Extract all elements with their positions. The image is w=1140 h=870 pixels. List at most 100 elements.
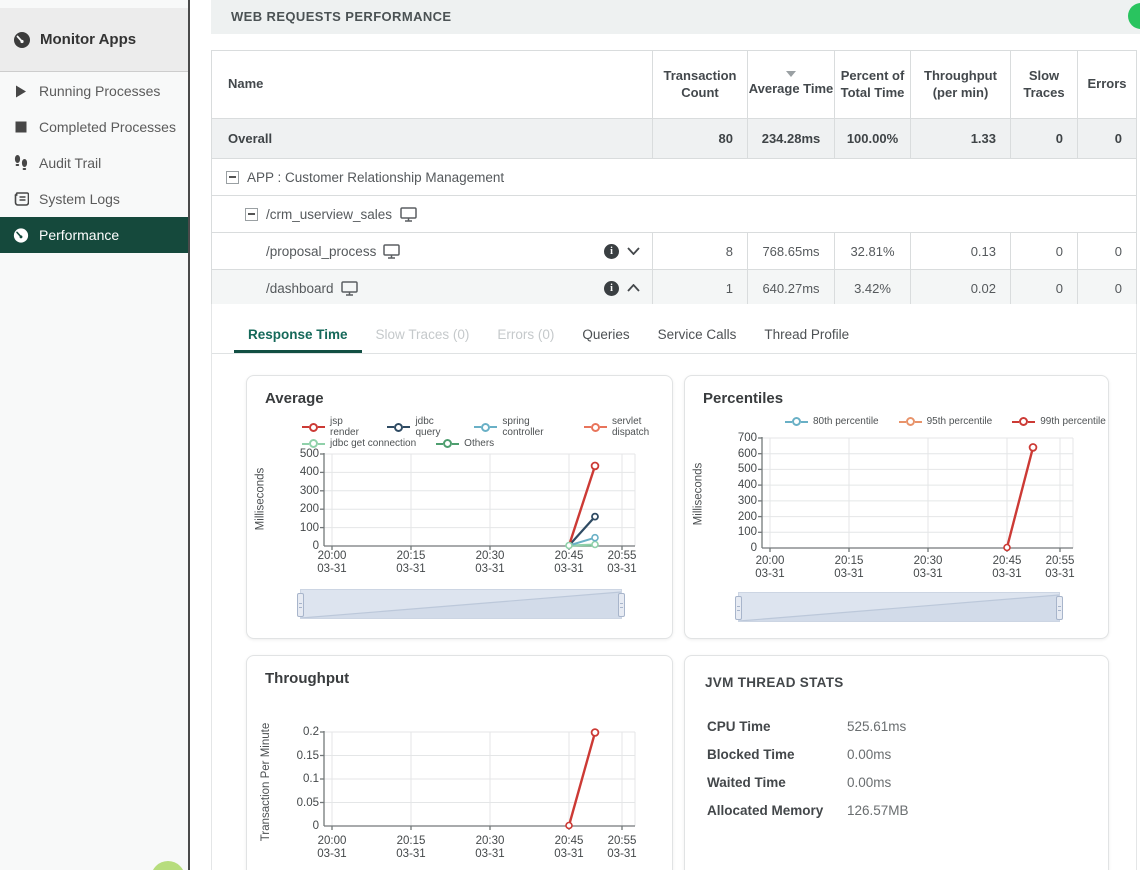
x-tick: 20:1503-31 [387,835,435,861]
column-throughput[interactable]: Throughput (per min) [910,51,1010,118]
y-tick: 0.2 [285,725,319,739]
range-slider[interactable] [300,589,622,619]
legend-label[interactable]: 80th percentile [813,416,879,427]
legend-label[interactable]: jdbc get connection [330,438,416,449]
legend-label[interactable]: jdbc query [415,416,454,438]
slider-handle-right[interactable] [1056,596,1063,620]
tab-response-time[interactable]: Response Time [234,318,362,353]
help-fab-button[interactable] [151,861,185,870]
cell-percent: 32.81% [834,233,910,269]
chart-legend: 80th percentile 95th percentile 99th per… [785,416,1106,427]
sidebar-item-performance[interactable]: Performance [0,217,188,253]
cell-errors: 0 [1077,270,1136,306]
table-row-proposal-process[interactable]: /proposal_process i 8 768.65ms 32.81% 0.… [212,233,1136,270]
slider-handle-left[interactable] [735,596,742,620]
info-icon[interactable]: i [604,244,619,259]
table-row-overall[interactable]: Overall 80 234.28ms 100.00% 1.33 0 0 [212,119,1136,159]
legend-label[interactable]: jsp render [330,416,367,438]
y-axis-label: Milliseconds [692,463,704,526]
table-header-row: Name Transaction Count Average Time Perc… [212,51,1136,119]
throughput-line-chart[interactable] [324,731,639,831]
legend-label[interactable]: spring controller [502,416,564,438]
legend-label[interactable]: Others [464,438,494,449]
column-name[interactable]: Name [212,51,652,118]
y-tick: 200 [723,510,757,524]
sidebar-item-audit-trail[interactable]: Audit Trail [0,145,188,181]
monitor-icon [341,281,358,296]
cell-errors: 0 [1077,119,1136,158]
legend-label[interactable]: servlet dispatch [612,416,672,438]
tab-thread-profile[interactable]: Thread Profile [750,318,863,353]
stat-value: 0.00ms [847,775,891,790]
x-tick: 20:0003-31 [308,835,356,861]
table-row-app-group[interactable]: APP : Customer Relationship Management [212,159,1136,196]
cell-average-time: 640.27ms [747,270,834,306]
tab-errors[interactable]: Errors (0) [483,318,568,353]
y-tick: 500 [723,462,757,476]
row-name: /proposal_process [266,244,376,259]
column-transaction-count[interactable]: Transaction Count [652,51,747,118]
legend-marker [899,417,922,426]
cell-percent: 100.00% [834,119,910,158]
column-average-time[interactable]: Average Time [747,51,834,118]
tab-queries[interactable]: Queries [568,318,643,353]
column-label: Percent of Total Time [835,68,910,101]
x-tick: 20:4503-31 [983,555,1031,581]
column-label: Throughput (per min) [911,68,1010,101]
column-percent-of-total[interactable]: Percent of Total Time [834,51,910,118]
y-tick: 0.05 [285,796,319,810]
tab-slow-traces[interactable]: Slow Traces (0) [362,318,484,353]
cell-throughput: 1.33 [910,119,1010,158]
page-header: WEB REQUESTS PERFORMANCE [211,0,1140,34]
chart-legend-row2: jdbc get connection Others [302,438,494,449]
table-row-dashboard[interactable]: /dashboard i 1 640.27ms 3.42% 0.02 0 0 [212,270,1136,307]
percentiles-line-chart[interactable] [762,437,1077,553]
average-line-chart[interactable] [324,453,639,551]
y-tick: 0 [285,819,319,833]
y-tick: 300 [723,494,757,508]
x-tick: 20:0003-31 [746,555,794,581]
cell-average-time: 768.65ms [747,233,834,269]
column-label: Average Time [749,81,834,97]
slider-handle-right[interactable] [618,593,625,617]
y-tick: 400 [723,478,757,492]
jvm-thread-stats-card: JVM THREAD STATS CPU Time 525.61ms Block… [684,655,1109,870]
sidebar-item-label: Completed Processes [39,119,176,135]
sort-desc-icon[interactable] [786,71,796,77]
column-label: Errors [1087,76,1126,92]
slider-handle-left[interactable] [297,593,304,617]
cell-throughput: 0.02 [910,270,1010,306]
chart-legend: jsp render jdbc query spring controller … [302,416,672,438]
sidebar-item-system-logs[interactable]: System Logs [0,181,188,217]
y-tick: 100 [285,521,319,535]
monitor-icon [383,244,400,259]
legend-label[interactable]: 95th percentile [927,416,993,427]
legend-label[interactable]: 99th percentile [1040,416,1106,427]
stat-label: CPU Time [707,719,847,734]
y-tick: 0.1 [285,772,319,786]
column-errors[interactable]: Errors [1077,51,1136,118]
y-tick: 300 [285,484,319,498]
gauge-icon [13,31,31,49]
info-icon[interactable]: i [604,281,619,296]
chevron-down-icon[interactable] [627,247,640,255]
legend-marker [436,439,459,448]
tab-service-calls[interactable]: Service Calls [644,318,751,353]
table-row-crm-userview-sales[interactable]: /crm_userview_sales [212,196,1136,233]
collapse-icon[interactable] [226,171,239,184]
web-requests-table: Name Transaction Count Average Time Perc… [211,50,1137,307]
legend-marker [387,423,410,432]
cell-transaction-count: 1 [652,270,747,306]
chevron-up-icon[interactable] [627,284,640,292]
range-slider[interactable] [738,592,1060,622]
sidebar-item-running-processes[interactable]: Running Processes [0,73,188,109]
cell-throughput: 0.13 [910,233,1010,269]
sidebar-item-completed-processes[interactable]: Completed Processes [0,109,188,145]
stat-value: 126.57MB [847,803,909,818]
sidebar: Monitor Apps Running Processes Completed… [0,0,190,870]
sidebar-item-label: Performance [39,227,119,243]
collapse-icon[interactable] [245,208,258,221]
sidebar-title: Monitor Apps [40,31,136,48]
column-slow-traces[interactable]: Slow Traces [1010,51,1077,118]
sidebar-menu: Running Processes Completed Processes Au… [0,73,188,253]
